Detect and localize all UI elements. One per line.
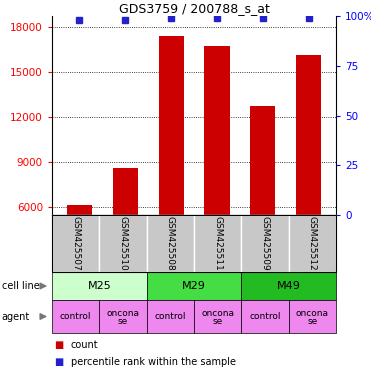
Text: GSM425511: GSM425511 <box>213 216 222 271</box>
Text: M29: M29 <box>182 281 206 291</box>
Text: ■: ■ <box>54 340 63 350</box>
Bar <box>158 36 184 215</box>
Text: oncona: oncona <box>296 309 329 318</box>
Text: se: se <box>307 316 318 326</box>
Text: GSM425507: GSM425507 <box>71 216 80 271</box>
Bar <box>67 205 92 215</box>
Bar <box>250 106 275 215</box>
Text: M25: M25 <box>88 281 111 291</box>
Text: se: se <box>213 316 223 326</box>
Text: control: control <box>60 312 91 321</box>
Text: GSM425509: GSM425509 <box>260 216 269 271</box>
Text: cell line: cell line <box>2 281 40 291</box>
Text: GSM425512: GSM425512 <box>308 216 317 271</box>
Text: control: control <box>249 312 281 321</box>
Text: count: count <box>71 340 98 350</box>
Text: oncona: oncona <box>201 309 234 318</box>
Text: agent: agent <box>2 311 30 321</box>
Bar <box>296 55 321 215</box>
Text: GSM425510: GSM425510 <box>118 216 128 271</box>
Text: percentile rank within the sample: percentile rank within the sample <box>71 357 236 367</box>
Text: control: control <box>155 312 186 321</box>
Title: GDS3759 / 200788_s_at: GDS3759 / 200788_s_at <box>119 2 269 15</box>
Text: ■: ■ <box>54 357 63 367</box>
Text: se: se <box>118 316 128 326</box>
Bar <box>204 46 230 215</box>
Text: oncona: oncona <box>106 309 139 318</box>
Text: M49: M49 <box>277 281 301 291</box>
Bar <box>113 168 138 215</box>
Text: GSM425508: GSM425508 <box>166 216 175 271</box>
